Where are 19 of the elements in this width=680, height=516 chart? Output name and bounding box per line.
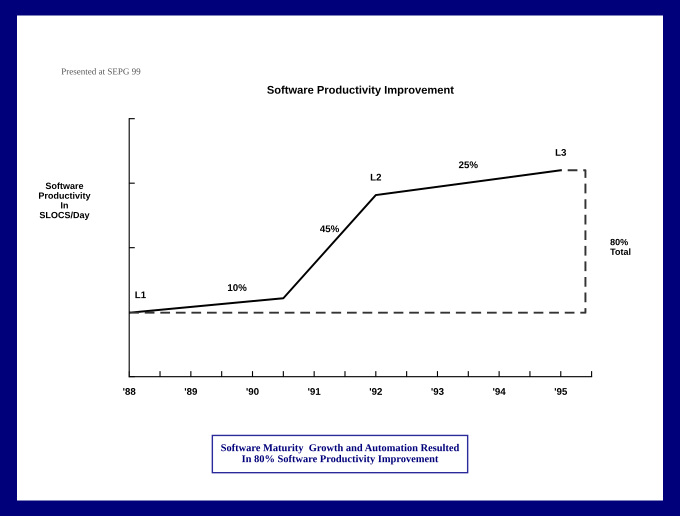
chart-title: Software Productivity Improvement bbox=[267, 86, 454, 96]
text: Software Maturity Growth and Automation Resulted In 80% Software Productivity Improvement bbox=[221, 444, 460, 464]
x-tick-label: '88 bbox=[123, 388, 136, 395]
annotation: L3 bbox=[556, 148, 566, 156]
x-tick-label: '89 bbox=[184, 388, 198, 395]
x-tick-label: '93 bbox=[431, 388, 444, 395]
text: Presented at SEPG 99 bbox=[61, 68, 140, 74]
annotation: 25% bbox=[458, 161, 478, 168]
annotation: L1 bbox=[135, 291, 146, 298]
x-tick-label: '94 bbox=[493, 388, 506, 395]
annotation: L2 bbox=[370, 174, 382, 181]
x-tick-label: '91 bbox=[308, 388, 320, 395]
text: 80% Total bbox=[610, 238, 630, 255]
x-tick-label: '92 bbox=[370, 388, 382, 395]
annotation: 10% bbox=[228, 284, 247, 292]
annotation: 45% bbox=[320, 225, 340, 232]
x-tick-label: '90 bbox=[246, 388, 259, 395]
x-tick-label: '95 bbox=[554, 388, 568, 395]
y-axis-title: Software Productivity In SLOCS/Day bbox=[38, 182, 90, 220]
